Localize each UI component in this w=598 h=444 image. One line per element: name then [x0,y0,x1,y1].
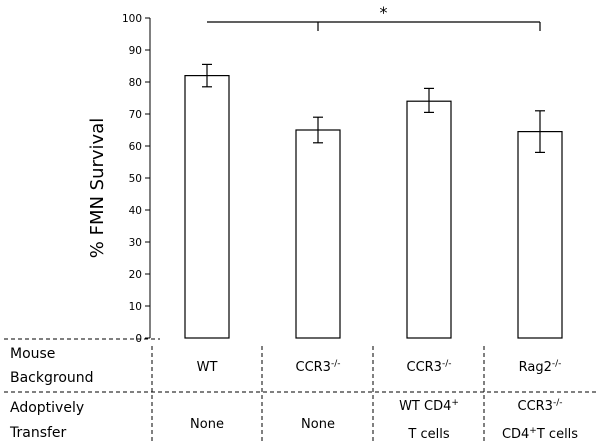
bar [295,129,341,339]
cell-text-base: WT CD4 [399,399,451,414]
cell-text-superscript: + [451,398,459,408]
table-cell-text: CD4+T cells [502,426,578,442]
cell-text-tail: T cells [536,427,578,442]
table-cell-text: WT CD4+ [399,398,459,414]
cell-text-superscript: + [529,426,537,436]
bar [517,131,563,339]
error-bars [202,63,545,153]
y-tick-label: 70 [129,109,142,121]
table-row-label: Mouse [10,346,55,362]
cell-text-base: CCR3 [518,399,553,414]
bars [184,74,563,339]
y-tick-label: 50 [129,173,142,185]
cell-text-base: CCR3 [296,360,331,375]
cell-text-base: T cells [407,427,449,442]
y-tick-label: 20 [129,269,142,281]
cell-text-base: CCR3 [407,360,442,375]
significance-marker: * [380,3,388,22]
significance-bracket: * [207,3,541,31]
bar [184,74,230,339]
cell-text-superscript: -/- [331,359,341,369]
y-tick-label: 40 [129,205,142,217]
cell-text-superscript: -/- [553,398,563,408]
y-tick-label: 100 [122,13,142,25]
cell-text-superscript: -/- [442,359,452,369]
cell-text-superscript: -/- [552,359,562,369]
cell-text-base: WT [197,360,218,375]
table-row-label: Background [10,370,94,386]
table-row-label: Adoptively [10,400,84,416]
table-cell-text: None [190,417,224,432]
cell-text-base: CD4 [502,427,529,442]
y-axis-label: % FMN Survival [87,118,108,258]
table-cell-text: None [301,417,335,432]
table-cell-text: Rag2-/- [519,359,562,375]
y-tick-label: 30 [129,237,142,249]
bar [406,100,452,339]
cell-text-base: Rag2 [519,360,552,375]
table-cell-text: CCR3-/- [407,359,452,375]
table-row-label: Transfer [9,425,67,441]
cell-text-base: None [301,417,335,432]
y-tick-label: 80 [129,77,142,89]
y-tick-label: 10 [129,301,142,313]
table-cell-text: T cells [407,427,449,442]
table-cell-text: WT [197,360,218,375]
table-cell-text: CCR3-/- [518,398,563,414]
y-tick-label: 90 [129,45,142,57]
table-cell-text: CCR3-/- [296,359,341,375]
cell-text-base: None [190,417,224,432]
y-tick-label: 60 [129,141,142,153]
